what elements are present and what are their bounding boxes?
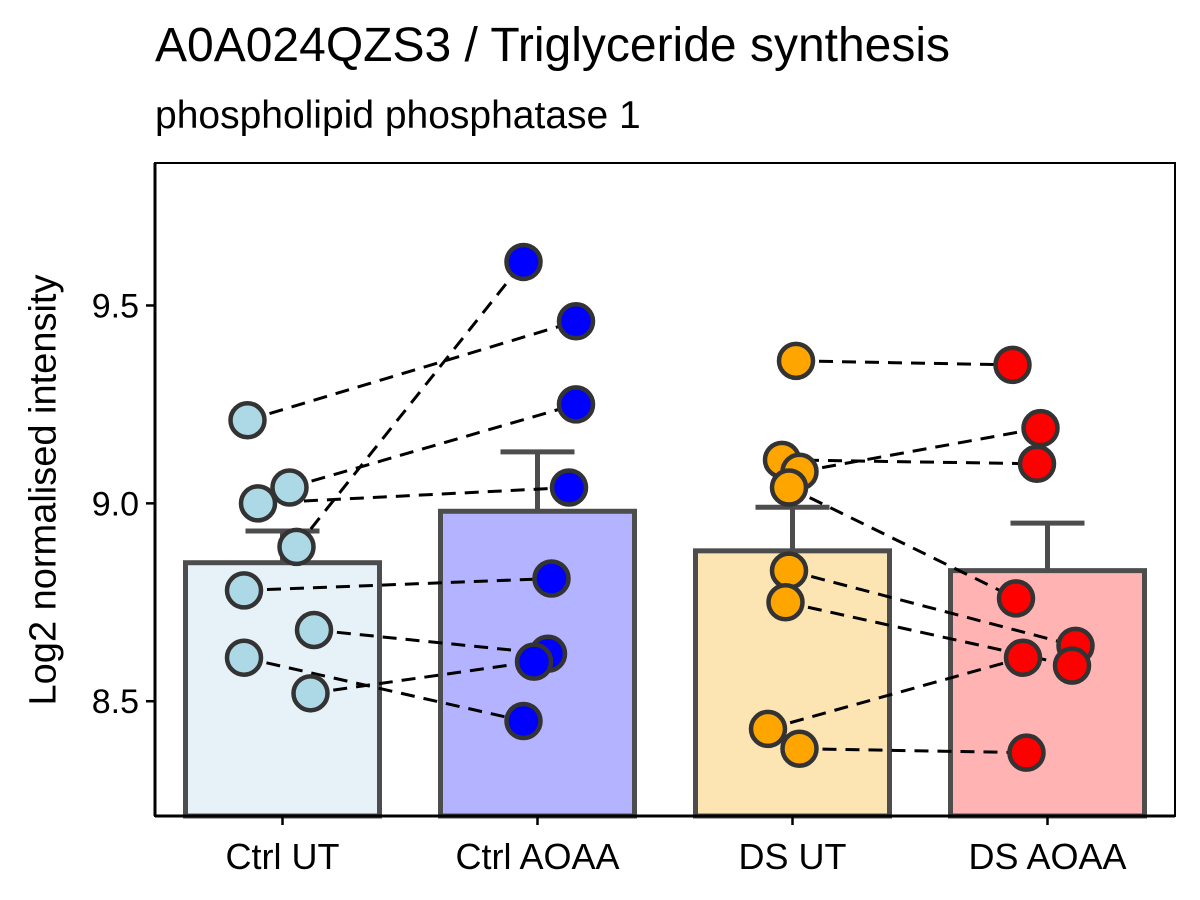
paired-line	[785, 600, 1073, 668]
paired-line	[313, 628, 549, 656]
data-point	[294, 610, 334, 650]
data-point	[228, 400, 267, 440]
chart-title: A0A024QZS3 / Triglyceride synthesis	[155, 19, 951, 72]
data-point	[1003, 638, 1043, 677]
paired-line	[257, 486, 570, 505]
data-point	[1052, 646, 1092, 685]
paired-line	[295, 261, 525, 548]
data-point	[270, 468, 309, 507]
bar-ds-aoaa	[948, 568, 1147, 819]
paired-lines-layer	[243, 261, 1076, 755]
data-point	[748, 709, 788, 749]
data-point	[993, 345, 1032, 385]
data-point	[780, 729, 819, 768]
data-point	[514, 642, 554, 681]
data-point	[224, 571, 264, 610]
x-tick-label: Ctrl UT	[226, 836, 340, 877]
data-point	[556, 385, 596, 424]
data-point	[291, 674, 330, 713]
data-point	[1007, 733, 1046, 772]
axes-layer: 8.5 9.0 9.5 Ctrl UT Ctrl AOAA DS UT DS AOAA	[92, 162, 1176, 877]
paired-line	[781, 458, 1038, 466]
data-point	[549, 468, 589, 507]
paired-line	[799, 426, 1041, 474]
data-point	[1017, 444, 1057, 484]
data-point	[532, 559, 571, 598]
paired-line	[243, 577, 552, 592]
paired-line	[289, 402, 577, 489]
data-point	[504, 701, 543, 741]
bar-ctrl-ut	[183, 560, 382, 819]
x-tick-label: DS UT	[739, 836, 847, 877]
paired-line	[788, 569, 1076, 648]
x-tick-label: DS AOAA	[968, 836, 1126, 877]
data-point	[238, 484, 278, 523]
data-point	[776, 341, 816, 381]
data-point	[556, 302, 596, 341]
chart-subtitle: phospholipid phosphatase 1	[155, 94, 641, 137]
paired-line	[799, 747, 1027, 755]
paired-line	[767, 656, 1024, 731]
paired-line	[788, 486, 1017, 600]
x-tick-label: Ctrl AOAA	[455, 836, 619, 877]
paired-line	[795, 359, 1013, 367]
data-point	[769, 551, 809, 590]
data-point	[766, 583, 805, 622]
y-tick-label: 9.0	[92, 485, 139, 523]
data-point	[277, 527, 316, 567]
data-point	[224, 638, 264, 677]
data-point	[769, 468, 809, 507]
data-point	[504, 242, 543, 282]
data-point	[1021, 408, 1060, 448]
points-layer	[224, 242, 1095, 772]
y-tick-label: 8.5	[92, 683, 139, 721]
data-point	[996, 579, 1036, 618]
y-tick-label: 9.5	[92, 287, 139, 325]
paired-line	[243, 656, 524, 723]
paired-line	[310, 660, 535, 695]
paired-line	[247, 319, 577, 422]
error-bars-layer	[245, 449, 1085, 571]
